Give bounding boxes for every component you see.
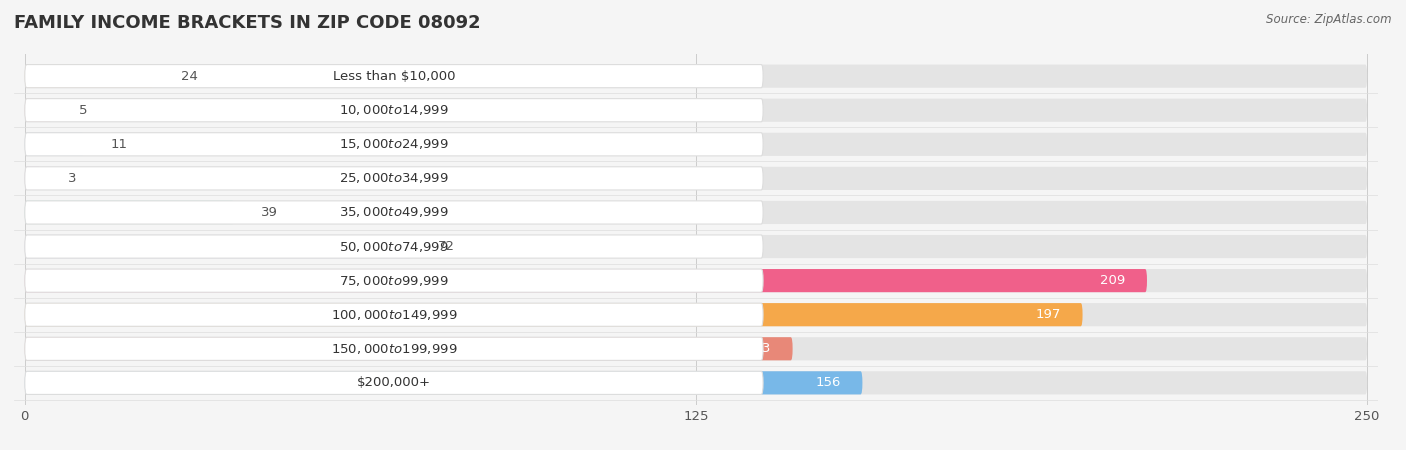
FancyBboxPatch shape <box>25 337 1367 360</box>
Text: Source: ZipAtlas.com: Source: ZipAtlas.com <box>1267 14 1392 27</box>
Text: $75,000 to $99,999: $75,000 to $99,999 <box>339 274 449 288</box>
FancyBboxPatch shape <box>25 303 763 326</box>
FancyBboxPatch shape <box>25 371 862 395</box>
FancyBboxPatch shape <box>25 337 793 360</box>
Text: 72: 72 <box>439 240 456 253</box>
FancyBboxPatch shape <box>25 167 41 190</box>
FancyBboxPatch shape <box>25 303 1367 326</box>
FancyBboxPatch shape <box>25 99 1367 122</box>
FancyBboxPatch shape <box>25 167 763 190</box>
Text: $200,000+: $200,000+ <box>357 376 432 389</box>
FancyBboxPatch shape <box>25 64 1367 88</box>
Text: $25,000 to $34,999: $25,000 to $34,999 <box>339 171 449 185</box>
Text: $150,000 to $199,999: $150,000 to $199,999 <box>330 342 457 356</box>
Text: $35,000 to $49,999: $35,000 to $49,999 <box>339 206 449 220</box>
FancyBboxPatch shape <box>25 133 763 156</box>
FancyBboxPatch shape <box>25 133 84 156</box>
Text: 156: 156 <box>815 376 841 389</box>
Text: FAMILY INCOME BRACKETS IN ZIP CODE 08092: FAMILY INCOME BRACKETS IN ZIP CODE 08092 <box>14 14 481 32</box>
Text: 143: 143 <box>745 342 770 355</box>
Text: 209: 209 <box>1101 274 1126 287</box>
Text: 11: 11 <box>111 138 128 151</box>
FancyBboxPatch shape <box>25 337 763 360</box>
Text: $100,000 to $149,999: $100,000 to $149,999 <box>330 308 457 322</box>
Text: Less than $10,000: Less than $10,000 <box>333 70 456 83</box>
FancyBboxPatch shape <box>25 64 763 88</box>
FancyBboxPatch shape <box>25 133 1367 156</box>
Text: $10,000 to $14,999: $10,000 to $14,999 <box>339 103 449 117</box>
FancyBboxPatch shape <box>25 99 52 122</box>
FancyBboxPatch shape <box>25 235 412 258</box>
Text: 5: 5 <box>79 104 87 117</box>
FancyBboxPatch shape <box>25 235 1367 258</box>
FancyBboxPatch shape <box>25 269 1367 292</box>
FancyBboxPatch shape <box>25 269 763 292</box>
FancyBboxPatch shape <box>25 303 1083 326</box>
FancyBboxPatch shape <box>25 99 763 122</box>
FancyBboxPatch shape <box>25 269 1147 292</box>
FancyBboxPatch shape <box>25 371 763 395</box>
FancyBboxPatch shape <box>25 64 153 88</box>
Text: $50,000 to $74,999: $50,000 to $74,999 <box>339 239 449 253</box>
FancyBboxPatch shape <box>25 167 1367 190</box>
FancyBboxPatch shape <box>25 235 763 258</box>
Text: 39: 39 <box>262 206 278 219</box>
FancyBboxPatch shape <box>25 201 1367 224</box>
Text: $15,000 to $24,999: $15,000 to $24,999 <box>339 137 449 151</box>
FancyBboxPatch shape <box>25 201 763 224</box>
Text: 197: 197 <box>1036 308 1062 321</box>
Text: 3: 3 <box>67 172 76 185</box>
FancyBboxPatch shape <box>25 201 235 224</box>
FancyBboxPatch shape <box>25 371 1367 395</box>
Text: 24: 24 <box>180 70 197 83</box>
